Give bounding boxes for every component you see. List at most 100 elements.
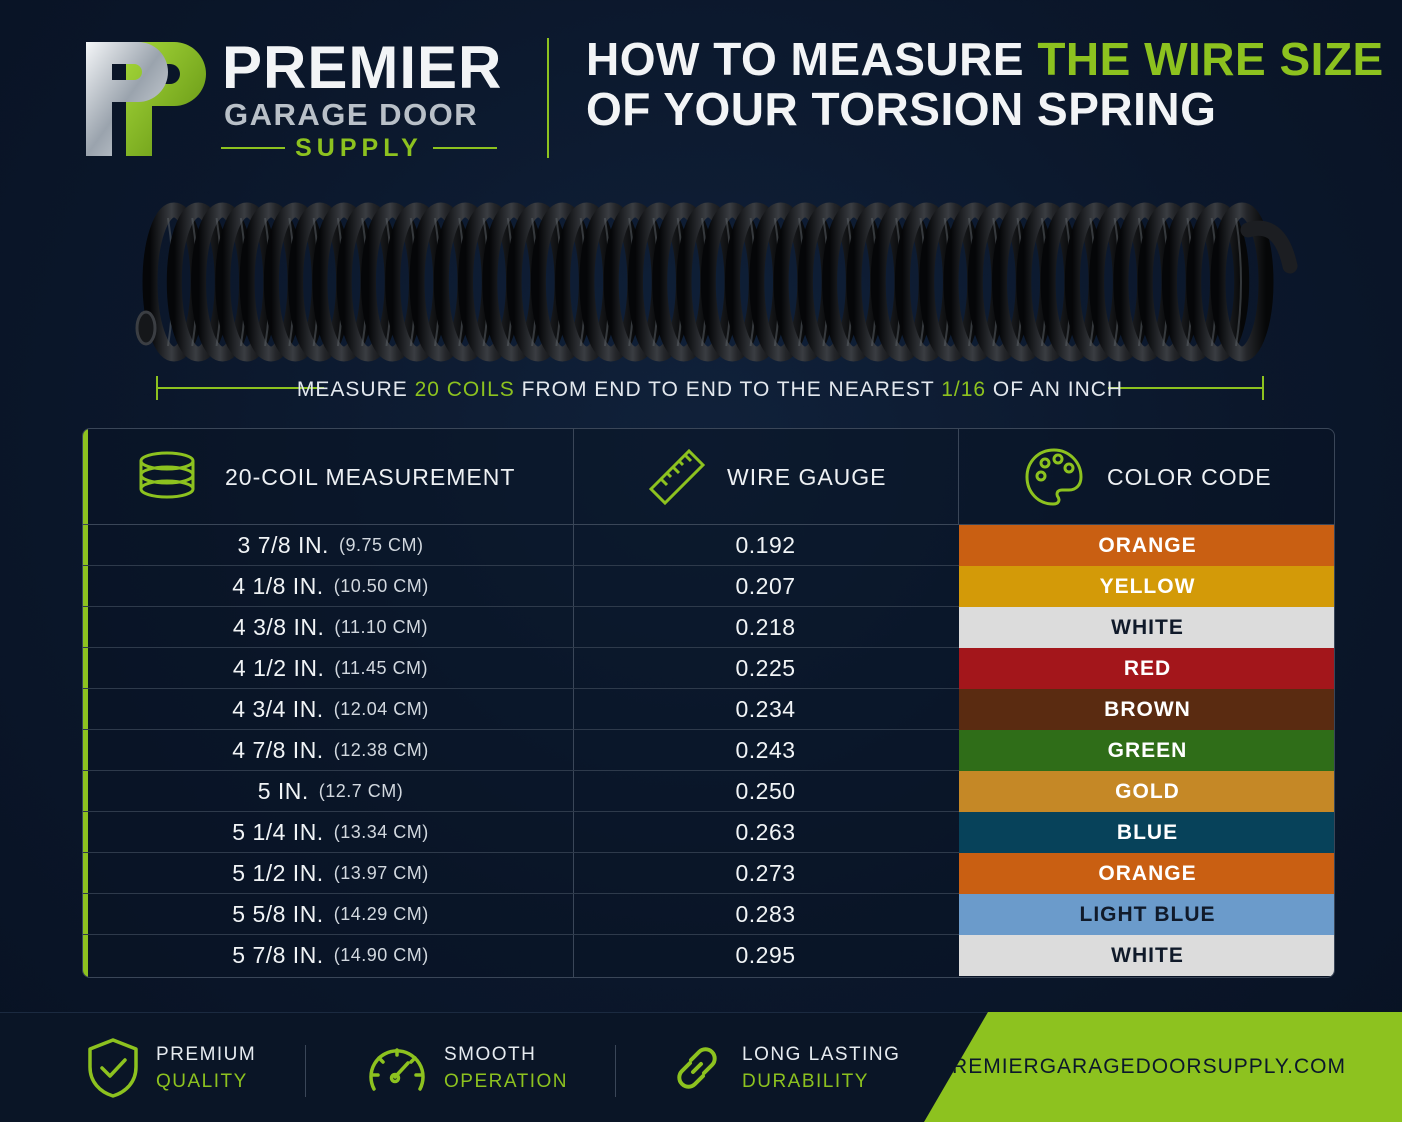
color-code-cell: WHITE [959,607,1334,648]
column-divider-1 [573,429,574,524]
color-code-cell: ORANGE [959,525,1334,566]
instruction-accent-coils: 20 COILS [414,378,515,401]
color-code-cell: WHITE [959,935,1334,976]
color-code-cell: ORANGE [959,853,1334,894]
measurement-cm: (12.04 CM) [333,699,429,719]
table-row: 4 3/4 IN. (12.04 CM) 0.234 BROWN [83,689,1334,730]
feature-3-line-2: DURABILITY [742,1071,869,1092]
table-body: 3 7/8 IN. (9.75 CM) 0.192 ORANGE 4 1/8 IN. (1… [83,525,1334,977]
measurement-cm: (14.29 CM) [333,904,429,924]
footer-divider-1 [305,1045,306,1097]
brand-logo-icon [86,42,206,156]
feature-1-line-1: PREMIUM [156,1044,257,1065]
feature-text: SMOOTH OPERATION [444,1041,568,1095]
chain-link-icon [677,1047,717,1089]
table-row: 4 3/8 IN. (11.10 CM) 0.218 WHITE [83,607,1334,648]
table-row: 4 7/8 IN. (12.38 CM) 0.243 GREEN [83,730,1334,771]
header-color: COLOR CODE [1023,429,1272,525]
measurement-cm: (13.97 CM) [333,863,429,883]
header-gauge: WIRE GAUGE [647,429,887,525]
table-row: 4 1/2 IN. (11.45 CM) 0.225 RED [83,648,1334,689]
instruction-part-2: FROM END TO END TO THE NEAREST [514,378,942,401]
website-link[interactable]: PREMIERGARAGEDOORSUPPLY.COM [924,1012,1402,1122]
measurement-cell: 5 IN. (12.7 CM) [88,771,573,812]
measurement-cm: (9.75 CM) [338,535,424,555]
measurement-inches: 3 7/8 IN. [237,532,329,558]
feature-1-line-2: QUALITY [156,1071,248,1092]
wire-gauge-cell: 0.192 [735,532,796,558]
wire-gauge-cell: 0.225 [735,655,796,681]
feature-2-line-1: SMOOTH [444,1044,537,1065]
coil-icon [139,451,195,499]
header-measurement: 20-COIL MEASUREMENT [137,429,515,525]
color-code-cell: BROWN [959,689,1334,730]
table-header: 20-COIL MEASUREMENT WIRE GAUGE [83,429,1334,525]
measurement-inches: 5 1/4 IN. [232,819,324,845]
feature-long-lasting-durability: LONG LASTING DURABILITY [668,1013,900,1122]
table-row: 4 1/8 IN. (10.50 CM) 0.207 YELLOW [83,566,1334,607]
shield-check-icon [88,1038,138,1098]
brand-name: PREMIER [222,34,503,101]
instruction-part-1: MEASURE [296,378,415,401]
color-code-cell: RED [959,648,1334,689]
ruler-icon [648,448,706,506]
supply-line-left [221,147,286,149]
wire-gauge-cell: 0.263 [735,819,796,845]
feature-2-line-2: OPERATION [444,1071,568,1092]
measurement-inches: 4 3/4 IN. [232,696,324,722]
measurement-cell: 5 7/8 IN. (14.90 CM) [88,935,573,976]
header-color-label: COLOR CODE [1107,463,1272,490]
column-divider-body-1 [573,525,574,977]
torsion-spring-illustration [135,202,1298,362]
page-title: HOW TO MEASURE THE WIRE SIZE OF YOUR TOR… [586,34,1384,134]
wire-gauge-cell: 0.218 [735,614,796,640]
measurement-inches: 5 5/8 IN. [232,901,324,927]
measurement-cm: (12.7 CM) [318,781,404,801]
measurement-inches: 4 1/8 IN. [232,573,324,599]
feature-smooth-operation: SMOOTH OPERATION [366,1013,568,1122]
table-row: 3 7/8 IN. (9.75 CM) 0.192 ORANGE [83,525,1334,566]
title-accent: THE WIRE SIZE [1037,33,1384,85]
title-line-1: HOW TO MEASURE THE WIRE SIZE [586,34,1384,84]
wire-gauge-cell: 0.283 [735,901,796,927]
header-divider [547,38,549,158]
header-gauge-label: WIRE GAUGE [727,463,887,490]
color-code-cell: LIGHT BLUE [959,894,1334,935]
spring-coil [1210,202,1274,362]
measurement-cell: 4 3/8 IN. (11.10 CM) [88,607,573,648]
wire-gauge-cell: 0.207 [735,573,796,599]
measure-line-right [1108,387,1264,389]
measurement-cell: 5 1/2 IN. (13.97 CM) [88,853,573,894]
table-accent-edge [83,429,88,977]
spring-end-left [135,310,157,346]
instruction-text: MEASURE 20 COILS FROM END TO END TO THE … [156,378,1264,402]
wire-gauge-cell: 0.234 [735,696,796,722]
measurement-cm: (12.38 CM) [333,740,429,760]
color-code-cell: GOLD [959,771,1334,812]
measurement-inches: 5 7/8 IN. [232,942,324,968]
color-code-cell: GREEN [959,730,1334,771]
measurement-inches: 4 7/8 IN. [232,737,324,763]
measurement-cell: 5 5/8 IN. (14.29 CM) [88,894,573,935]
palette-icon [1025,448,1083,506]
instruction-part-3: OF AN INCH [986,378,1124,401]
title-line-2: OF YOUR TORSION SPRING [586,83,1217,135]
spring-end-right [1240,220,1298,274]
table-row: 5 1/2 IN. (13.97 CM) 0.273 ORANGE [83,853,1334,894]
measurement-cell: 4 3/4 IN. (12.04 CM) [88,689,573,730]
measurement-inches: 5 IN. [257,778,309,804]
measure-cap-right [1262,376,1264,400]
feature-text: PREMIUM QUALITY [156,1041,256,1095]
title-prefix: HOW TO MEASURE [586,33,1038,85]
table-row: 5 IN. (12.7 CM) 0.250 GOLD [83,771,1334,812]
wire-gauge-cell: 0.243 [735,737,796,763]
header-measurement-label: 20-COIL MEASUREMENT [225,463,516,490]
measurement-inches: 4 3/8 IN. [232,614,325,640]
wire-gauge-cell: 0.295 [735,942,796,968]
column-divider-2 [958,429,959,524]
spring-coil-highlight [1235,217,1242,347]
measurement-cm: (11.10 CM) [334,617,429,637]
brand-subname: GARAGE DOOR [224,97,479,132]
measurement-cm: (11.45 CM) [334,658,429,678]
instruction-accent-fraction: 1/16 [941,378,987,401]
